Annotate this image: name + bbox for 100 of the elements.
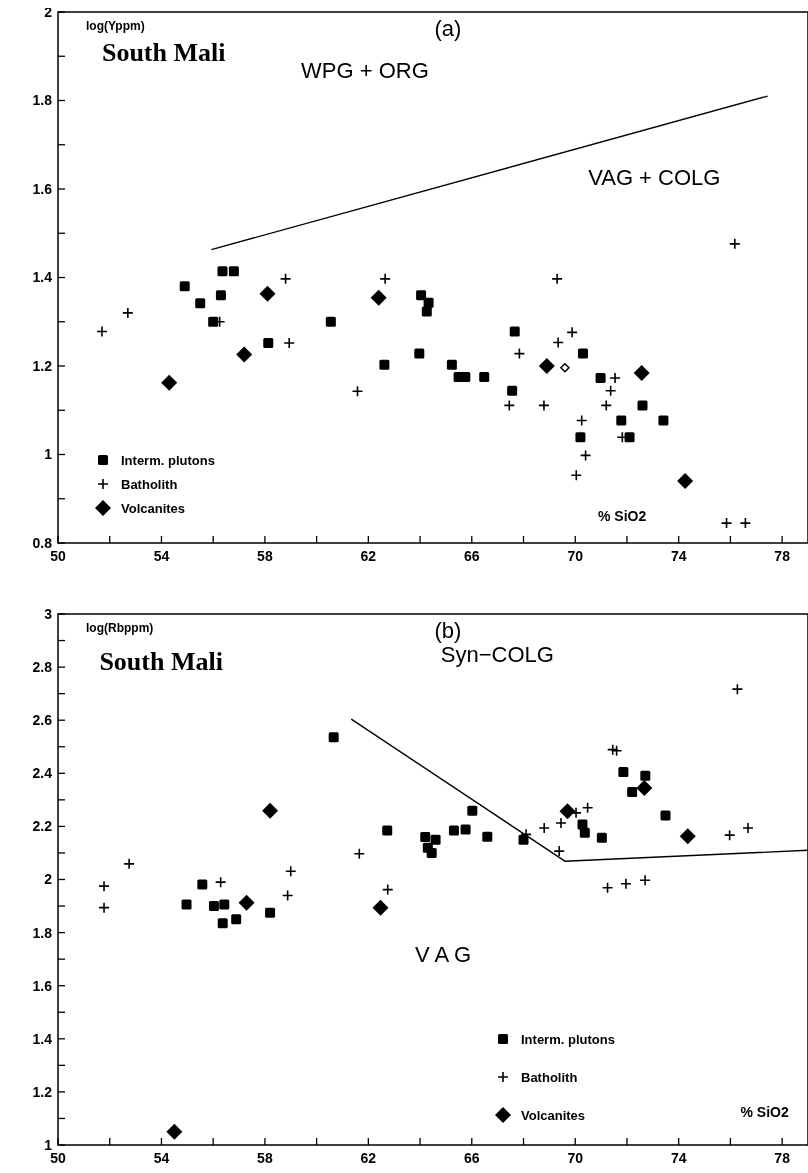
- point: [639, 874, 651, 887]
- x-tick-label: 70: [567, 548, 584, 564]
- y-tick-label: 1: [44, 1136, 53, 1153]
- point: [379, 359, 390, 370]
- y-tick-label: 2: [44, 871, 53, 888]
- point: [742, 822, 754, 834]
- point: [579, 827, 590, 838]
- y-tick-label: 1.4: [32, 269, 53, 286]
- point: [325, 316, 336, 327]
- x-tick-label: 62: [360, 548, 377, 564]
- point: [660, 810, 671, 821]
- y-tick-label: 1.6: [32, 180, 53, 197]
- y-tick-label: 1.8: [32, 92, 53, 109]
- legend-label: Batholith: [121, 476, 178, 492]
- point: [555, 817, 567, 829]
- point: [214, 876, 227, 888]
- y-tick-label: 1: [44, 446, 53, 463]
- legend-label: Interm. plutons: [521, 1031, 615, 1047]
- y-tick-label: 2: [44, 3, 53, 20]
- x-tick-label: 66: [464, 548, 480, 564]
- point: [658, 415, 669, 426]
- point: [416, 290, 427, 301]
- point: [262, 802, 279, 819]
- x-tick-label: 70: [567, 1150, 584, 1166]
- x-tick-label: 78: [774, 1150, 791, 1166]
- point: [538, 822, 551, 834]
- point: [720, 517, 733, 529]
- point: [618, 766, 629, 777]
- point: [208, 901, 219, 912]
- point: [560, 363, 570, 373]
- point: [624, 432, 635, 443]
- x-tick-label: 58: [257, 1150, 273, 1166]
- point: [379, 273, 391, 285]
- point: [616, 415, 627, 426]
- point: [179, 281, 190, 292]
- point: [507, 385, 518, 396]
- point: [231, 914, 242, 925]
- point: [679, 828, 696, 845]
- point: [215, 290, 226, 301]
- y-tick-label: 2.8: [32, 659, 53, 675]
- annotation: WPG + ORG: [301, 58, 429, 84]
- point: [482, 831, 493, 842]
- y-tick-label: 0.8: [32, 534, 53, 551]
- x-tick-label: 74: [670, 548, 687, 564]
- point: [98, 901, 110, 914]
- x-axis-title: % SiO2: [740, 1104, 789, 1120]
- point: [372, 899, 389, 916]
- x-tick-label: 50: [50, 548, 66, 564]
- point: [381, 883, 394, 896]
- legend-label: Interm. plutons: [121, 452, 215, 468]
- point: [448, 825, 459, 836]
- x-tick-label: 74: [670, 1150, 687, 1166]
- point: [636, 779, 653, 796]
- x-tick-label: 66: [464, 1150, 480, 1166]
- point: [479, 372, 490, 383]
- point: [430, 834, 441, 845]
- x-tick-label: 62: [360, 1150, 377, 1166]
- point: [195, 298, 206, 309]
- point: [551, 273, 563, 285]
- point: [513, 347, 526, 360]
- point: [284, 865, 297, 878]
- point: [595, 372, 606, 383]
- point: [723, 829, 736, 841]
- point: [633, 365, 650, 382]
- point: [208, 316, 219, 327]
- y-tick-label: 2.6: [32, 712, 53, 729]
- point: [579, 449, 592, 462]
- point: [552, 336, 564, 349]
- point: [609, 372, 621, 384]
- x-tick-label: 58: [257, 548, 273, 564]
- legend-label: Batholith: [521, 1069, 578, 1085]
- annotation: V A G: [414, 941, 472, 967]
- point: [620, 877, 632, 890]
- point: [509, 326, 520, 337]
- point: [538, 358, 555, 374]
- point: [578, 348, 588, 359]
- point: [627, 786, 638, 797]
- point: [423, 297, 434, 308]
- point: [566, 326, 578, 339]
- y-tick-label: 1.8: [32, 924, 53, 941]
- point: [161, 374, 178, 391]
- point: [446, 359, 457, 370]
- point: [259, 285, 276, 302]
- point: [96, 325, 108, 338]
- point: [279, 273, 292, 285]
- y-tick-label: 2.4: [32, 765, 53, 782]
- point: [503, 399, 516, 412]
- point: [328, 732, 339, 743]
- y-axis-title: log(Rbppm): [86, 621, 154, 635]
- point: [601, 881, 614, 894]
- point: [610, 744, 623, 757]
- point: [228, 266, 239, 277]
- point: [570, 469, 583, 482]
- point: [606, 743, 619, 756]
- point: [236, 346, 253, 363]
- point: [559, 803, 576, 820]
- point: [575, 432, 586, 443]
- annotation: VAG + COLG: [588, 164, 721, 190]
- point: [467, 805, 478, 816]
- point: [263, 337, 274, 348]
